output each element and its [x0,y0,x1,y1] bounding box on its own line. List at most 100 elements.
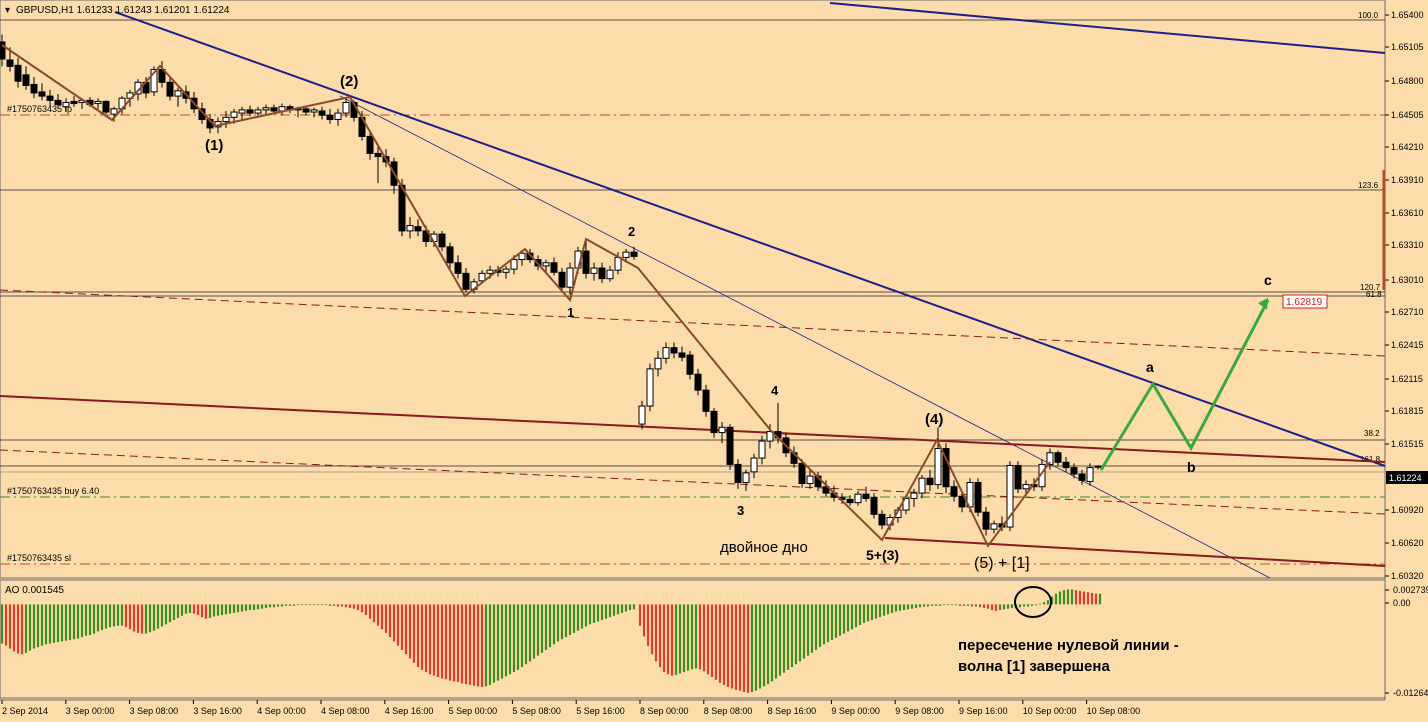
candle-body[interactable] [30,83,38,94]
candle-body[interactable] [486,269,494,274]
candle-body[interactable] [630,251,638,257]
candle-body[interactable] [854,493,862,504]
candle-body[interactable] [678,352,686,358]
candle-body[interactable] [230,111,238,118]
candle-body[interactable] [878,513,886,526]
candle-body[interactable] [550,262,558,273]
candle-body[interactable] [14,64,22,82]
main-downtrend-line[interactable] [114,11,1386,467]
candle-body[interactable] [406,225,414,232]
projection-line[interactable] [1099,299,1270,471]
candle-body[interactable] [870,496,878,515]
candle-body[interactable] [846,498,854,504]
candle-body[interactable] [174,90,182,97]
candle-body[interactable] [638,405,646,425]
candle-body[interactable] [1094,465,1102,468]
candle-body[interactable] [518,252,526,261]
candle-body[interactable] [822,486,830,494]
candle-body[interactable] [222,116,230,123]
candle-body[interactable] [806,475,814,485]
candle-body[interactable] [934,448,942,486]
candle-body[interactable] [1086,467,1094,482]
candle-body[interactable] [702,389,710,412]
thin-trend-line[interactable] [339,95,1271,579]
candle-body[interactable] [446,246,454,264]
candle-body[interactable] [910,492,918,499]
candle-body[interactable] [1078,473,1086,481]
candle-body[interactable] [558,271,566,288]
candle-body[interactable] [1054,452,1062,463]
candle-body[interactable] [102,100,110,113]
candle-body[interactable] [718,426,726,434]
candle-body[interactable] [302,108,310,113]
upper-downtrend-line[interactable] [829,2,1386,54]
candle-body[interactable] [926,477,934,486]
candle-body[interactable] [238,109,246,114]
candle-body[interactable] [510,259,518,270]
candle-body[interactable] [614,256,622,271]
candle-body[interactable] [1014,464,1022,490]
candle-body[interactable] [622,251,630,258]
candle-body[interactable] [366,135,374,154]
candle-body[interactable] [1070,467,1078,475]
candle-body[interactable] [566,267,574,288]
candle-body[interactable] [62,101,70,108]
candle-body[interactable] [166,81,174,97]
candle-body[interactable] [94,100,102,105]
candle-body[interactable] [334,112,342,120]
candle-body[interactable] [582,250,590,274]
candle-body[interactable] [590,267,598,274]
symbol-menu-icon[interactable]: ▾ [5,5,10,16]
channel-upper-line[interactable] [0,395,1386,463]
candle-body[interactable] [726,426,734,465]
channel-dashed-upper[interactable] [0,289,1386,357]
channel-lower-line[interactable] [884,537,1386,567]
candle-body[interactable] [270,107,278,112]
candle-body[interactable] [254,109,262,114]
candle-body[interactable] [598,267,606,280]
candle-body[interactable] [974,481,982,513]
candle-body[interactable] [670,347,678,354]
candle-body[interactable] [262,107,270,111]
candle-body[interactable] [70,100,78,105]
candle-body[interactable] [710,410,718,434]
candle-body[interactable] [326,114,334,120]
candle-body[interactable] [1046,452,1054,465]
candle-body[interactable] [606,269,614,280]
candle-body[interactable] [1006,464,1014,528]
wave-zigzag-line[interactable] [1,44,1051,548]
candle-body[interactable] [414,226,422,232]
candle-body[interactable] [694,373,702,391]
candle-body[interactable] [766,431,774,442]
candle-body[interactable] [6,59,14,67]
candle-body[interactable] [742,472,750,483]
candle-body[interactable] [942,448,950,488]
candle-body[interactable] [0,41,6,60]
candle-body[interactable] [950,486,958,497]
candle-body[interactable] [454,262,462,274]
candle-body[interactable] [750,457,758,473]
candle-body[interactable] [542,262,550,267]
candle-body[interactable] [150,69,158,93]
candle-body[interactable] [646,368,654,407]
main-chart-area[interactable] [0,0,1386,579]
channel-dashed-lower[interactable] [0,449,1386,515]
candle-body[interactable] [422,230,430,243]
candle-body[interactable] [502,268,510,273]
candle-body[interactable] [958,495,966,508]
candle-body[interactable] [318,110,326,116]
candle-body[interactable] [686,354,694,375]
candle-body[interactable] [918,477,926,494]
candle-body[interactable] [246,109,254,114]
candle-body[interactable] [1022,484,1030,490]
candle-body[interactable] [862,493,870,499]
candle-body[interactable] [1062,461,1070,469]
candle-body[interactable] [46,95,54,101]
candle-body[interactable] [734,463,742,483]
candle-body[interactable] [478,272,486,282]
candle-body[interactable] [310,109,318,113]
candle-body[interactable] [758,440,766,459]
candle-body[interactable] [38,91,46,97]
candle-body[interactable] [438,233,446,248]
candle-body[interactable] [798,462,806,485]
